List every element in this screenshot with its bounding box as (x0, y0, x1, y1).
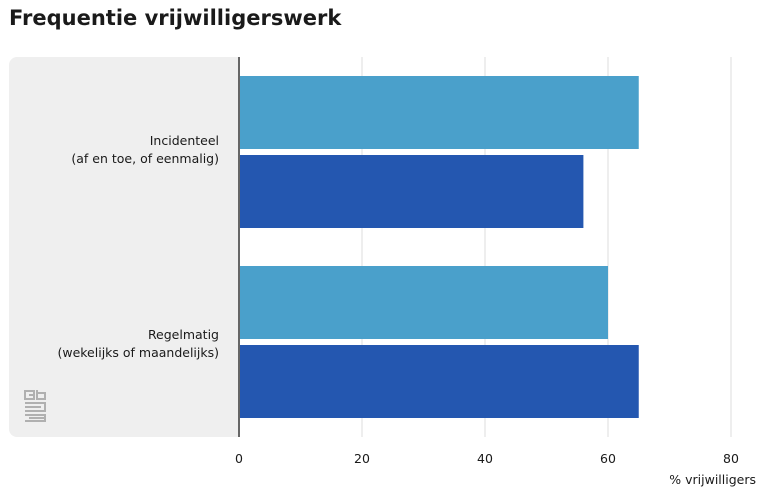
x-axis-label: % vrijwilligers (669, 472, 756, 487)
x-tick-label: 20 (354, 451, 370, 466)
x-tick-label: 40 (477, 451, 493, 466)
x-tick-label: 60 (600, 451, 616, 466)
category-panel (9, 57, 239, 437)
bar (239, 76, 639, 149)
category-label-line: Regelmatig (147, 327, 219, 342)
x-tick-label: 80 (723, 451, 739, 466)
category-label-regelmatig: Regelmatig (wekelijks of maandelijks) (57, 326, 219, 362)
cbs-logo-icon (24, 390, 46, 422)
category-label-line: (af en toe, of eenmalig) (71, 151, 219, 166)
bar-chart: 0 20 40 60 80 (235, 57, 739, 466)
bar (239, 266, 608, 339)
bar (239, 345, 639, 418)
category-label-line: (wekelijks of maandelijks) (57, 345, 219, 360)
category-label-incidenteel: Incidenteel (af en toe, of eenmalig) (71, 132, 219, 168)
x-tick-label: 0 (235, 451, 243, 466)
chart-title: Frequentie vrijwilligerswerk (9, 6, 342, 30)
bar (239, 155, 584, 228)
category-label-line: Incidenteel (149, 133, 219, 148)
